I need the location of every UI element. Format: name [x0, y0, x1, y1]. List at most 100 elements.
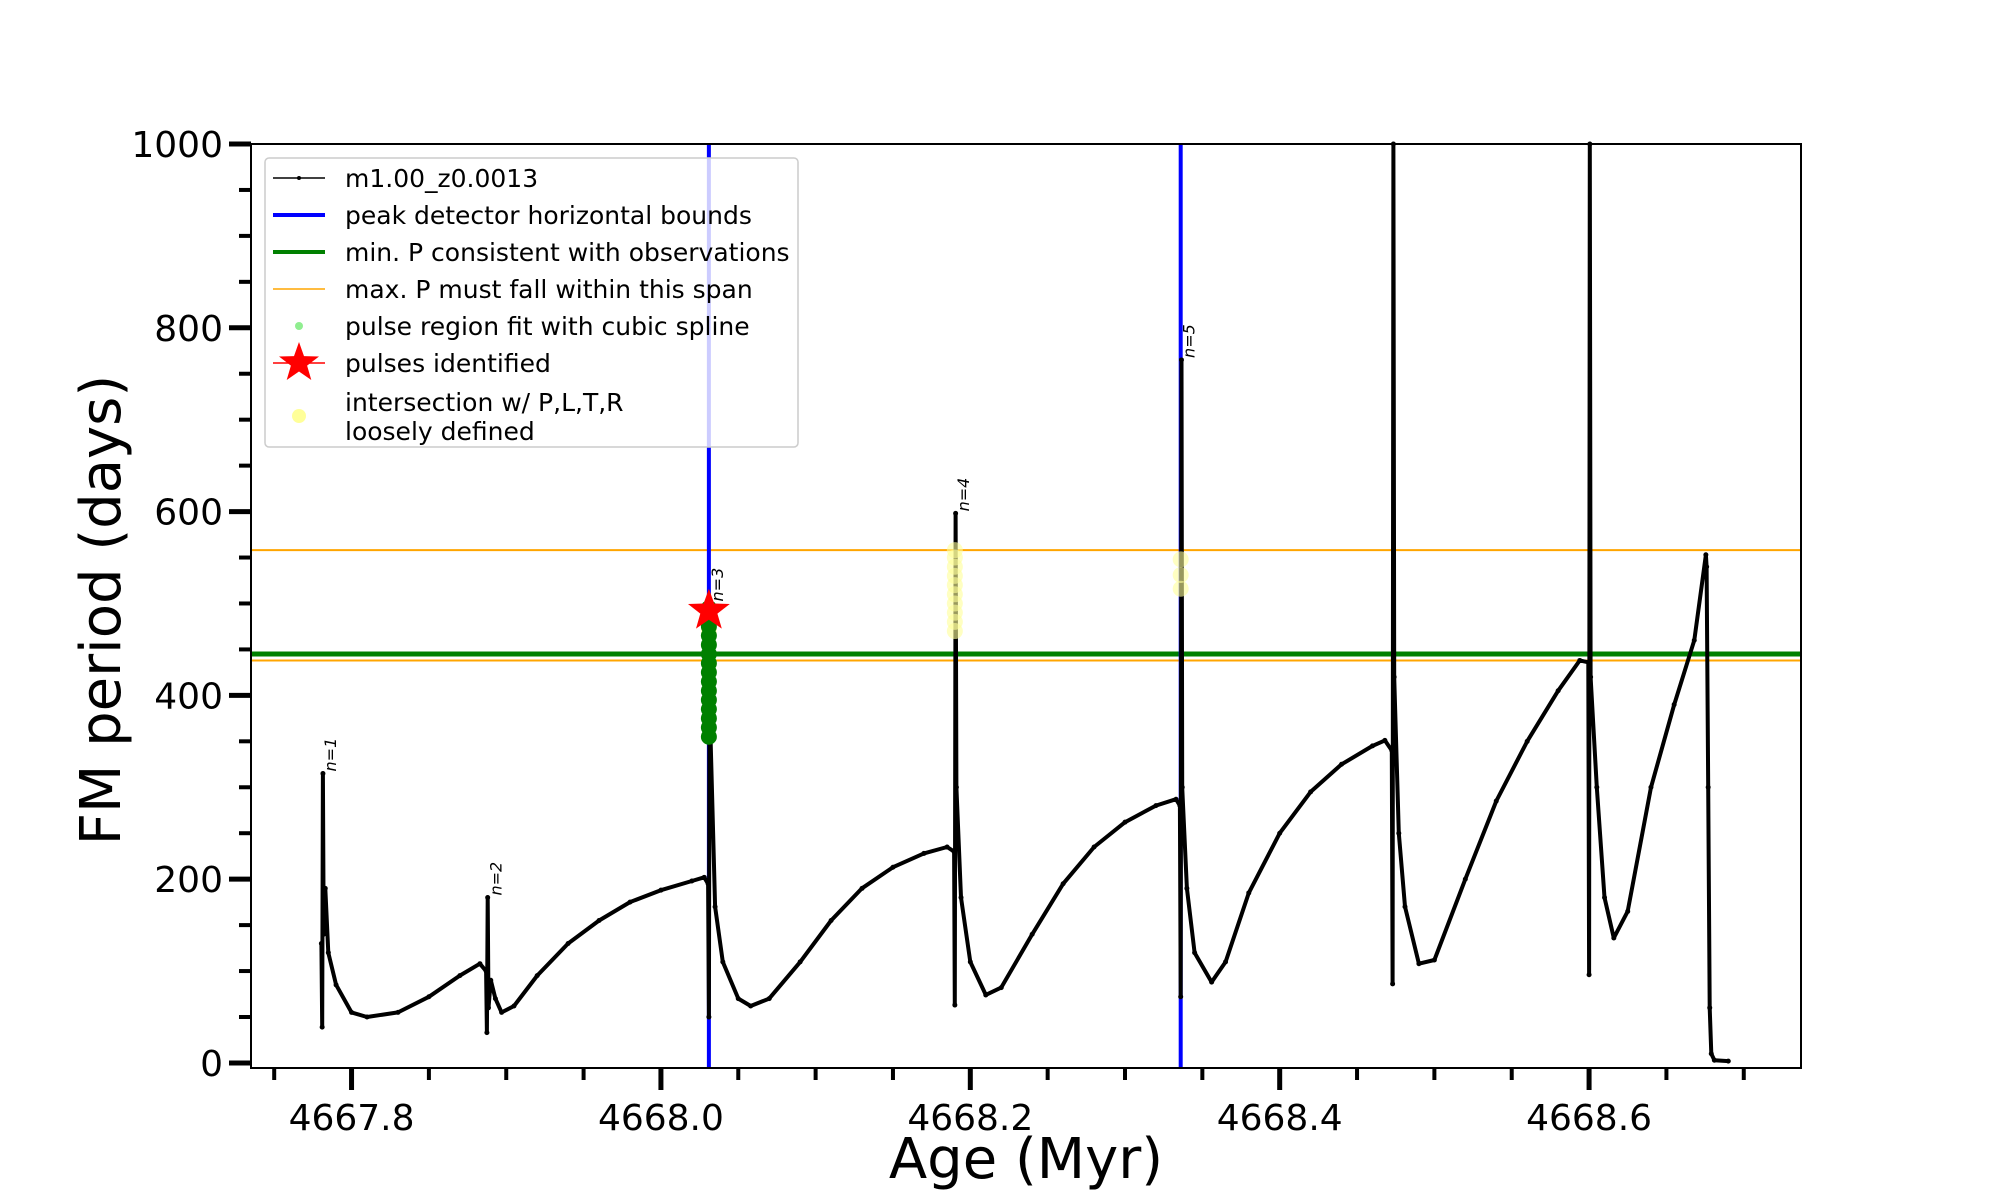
series-point [1192, 950, 1198, 956]
series-point [395, 1009, 401, 1015]
series-point [333, 982, 339, 988]
peak-annotation: n=3 [708, 568, 727, 602]
series-point [1390, 981, 1396, 987]
series-point [483, 968, 489, 974]
series-point [1416, 961, 1422, 967]
series-point [492, 996, 498, 1002]
series-point [1246, 890, 1252, 896]
series-point [1594, 784, 1600, 790]
series-point [1708, 1051, 1714, 1057]
x-tick-label: 4668.4 [1217, 1098, 1343, 1139]
series-point [364, 1014, 370, 1020]
y-tick-label: 400 [154, 676, 223, 717]
series-point [797, 959, 803, 965]
legend-label: pulses identified [345, 349, 551, 378]
intersection-marker [1172, 566, 1189, 583]
legend-label: peak detector horizontal bounds [345, 201, 752, 230]
series-point [1177, 803, 1183, 809]
series-point [484, 1030, 490, 1036]
series-point [735, 996, 741, 1002]
series-point [1602, 895, 1608, 901]
series-point [1707, 1005, 1713, 1011]
series-point [1091, 844, 1097, 850]
series-point [1173, 796, 1179, 802]
series-point [349, 1009, 355, 1015]
series-point [426, 994, 432, 1000]
series-point [998, 985, 1004, 991]
x-tick-label: 4668.2 [907, 1098, 1033, 1139]
series-point [701, 874, 707, 880]
series-point [318, 940, 324, 946]
series-point [1184, 885, 1190, 891]
annotations: n=1 n=2 n=3 n=4 n=5 [321, 324, 1199, 895]
intersection-marker [946, 542, 963, 559]
y-tick-label: 0 [200, 1044, 223, 1085]
intersection-marker [1172, 580, 1189, 597]
legend-label: max. P must fall within this span [345, 275, 753, 304]
peak-annotation: n=1 [321, 738, 340, 772]
series-point [1389, 748, 1395, 754]
series-point [951, 849, 957, 855]
series-point [953, 510, 959, 516]
legend-box [264, 157, 799, 448]
x-axis: 4667.8 4668.0 4668.2 4668.4 4668.6 [272, 1068, 1746, 1139]
series-point [319, 1024, 325, 1030]
legend-label: m1.00_z0.0013 [345, 164, 538, 193]
legend-marker-icon [297, 176, 301, 180]
y-tick-label: 600 [154, 493, 223, 534]
series-point [511, 1003, 517, 1009]
series-point [706, 1014, 712, 1020]
axes-frame [250, 143, 1802, 1069]
series-point [1431, 957, 1437, 963]
series-point [477, 961, 483, 967]
legend-star-icon [279, 342, 319, 380]
series-point [1588, 674, 1594, 680]
series-point [1122, 819, 1128, 825]
series-point [1585, 659, 1591, 665]
series-point [953, 784, 959, 790]
series-point [766, 996, 772, 1002]
y-tick-label: 800 [154, 309, 223, 350]
series-point [1493, 798, 1499, 804]
series-point [1524, 738, 1530, 744]
series-point [859, 885, 865, 891]
series-point [944, 844, 950, 850]
horizontal-lines [251, 549, 1801, 662]
series-point [1396, 830, 1402, 836]
series-point [457, 973, 463, 979]
series-point [1462, 876, 1468, 882]
series [318, 141, 1731, 1064]
series-point [1705, 784, 1711, 790]
x-tick-label: 4668.0 [598, 1098, 724, 1139]
series-point [689, 878, 695, 884]
series-point [1178, 994, 1184, 1000]
series-point [1625, 908, 1631, 914]
series-point [499, 1009, 505, 1015]
series-point [488, 977, 494, 983]
series-point [1648, 784, 1654, 790]
x-tick-label: 4667.8 [289, 1098, 415, 1139]
series-point [596, 918, 602, 924]
y-axis: 0 200 400 600 800 1000 [131, 125, 251, 1085]
series-point [1179, 784, 1185, 790]
series-point [627, 899, 633, 905]
series-point [1153, 803, 1159, 809]
legend-dot-icon [292, 409, 306, 423]
legend-label: pulse region fit with cubic spline [345, 312, 750, 341]
series-point [890, 864, 896, 870]
x-axis-label: Age (Myr) [889, 1127, 1163, 1192]
series-point [1586, 972, 1592, 978]
series-point [1339, 761, 1345, 767]
series-point [1382, 737, 1388, 743]
series-point [1711, 1057, 1717, 1063]
series-point [952, 1002, 958, 1008]
series-point [983, 992, 989, 998]
series-point [921, 850, 927, 856]
series-point [1223, 959, 1229, 965]
series-point [1391, 674, 1397, 680]
pulse-star-marker [688, 588, 730, 629]
series-point [1555, 688, 1561, 694]
series-point [321, 931, 327, 937]
series-point [705, 881, 711, 887]
